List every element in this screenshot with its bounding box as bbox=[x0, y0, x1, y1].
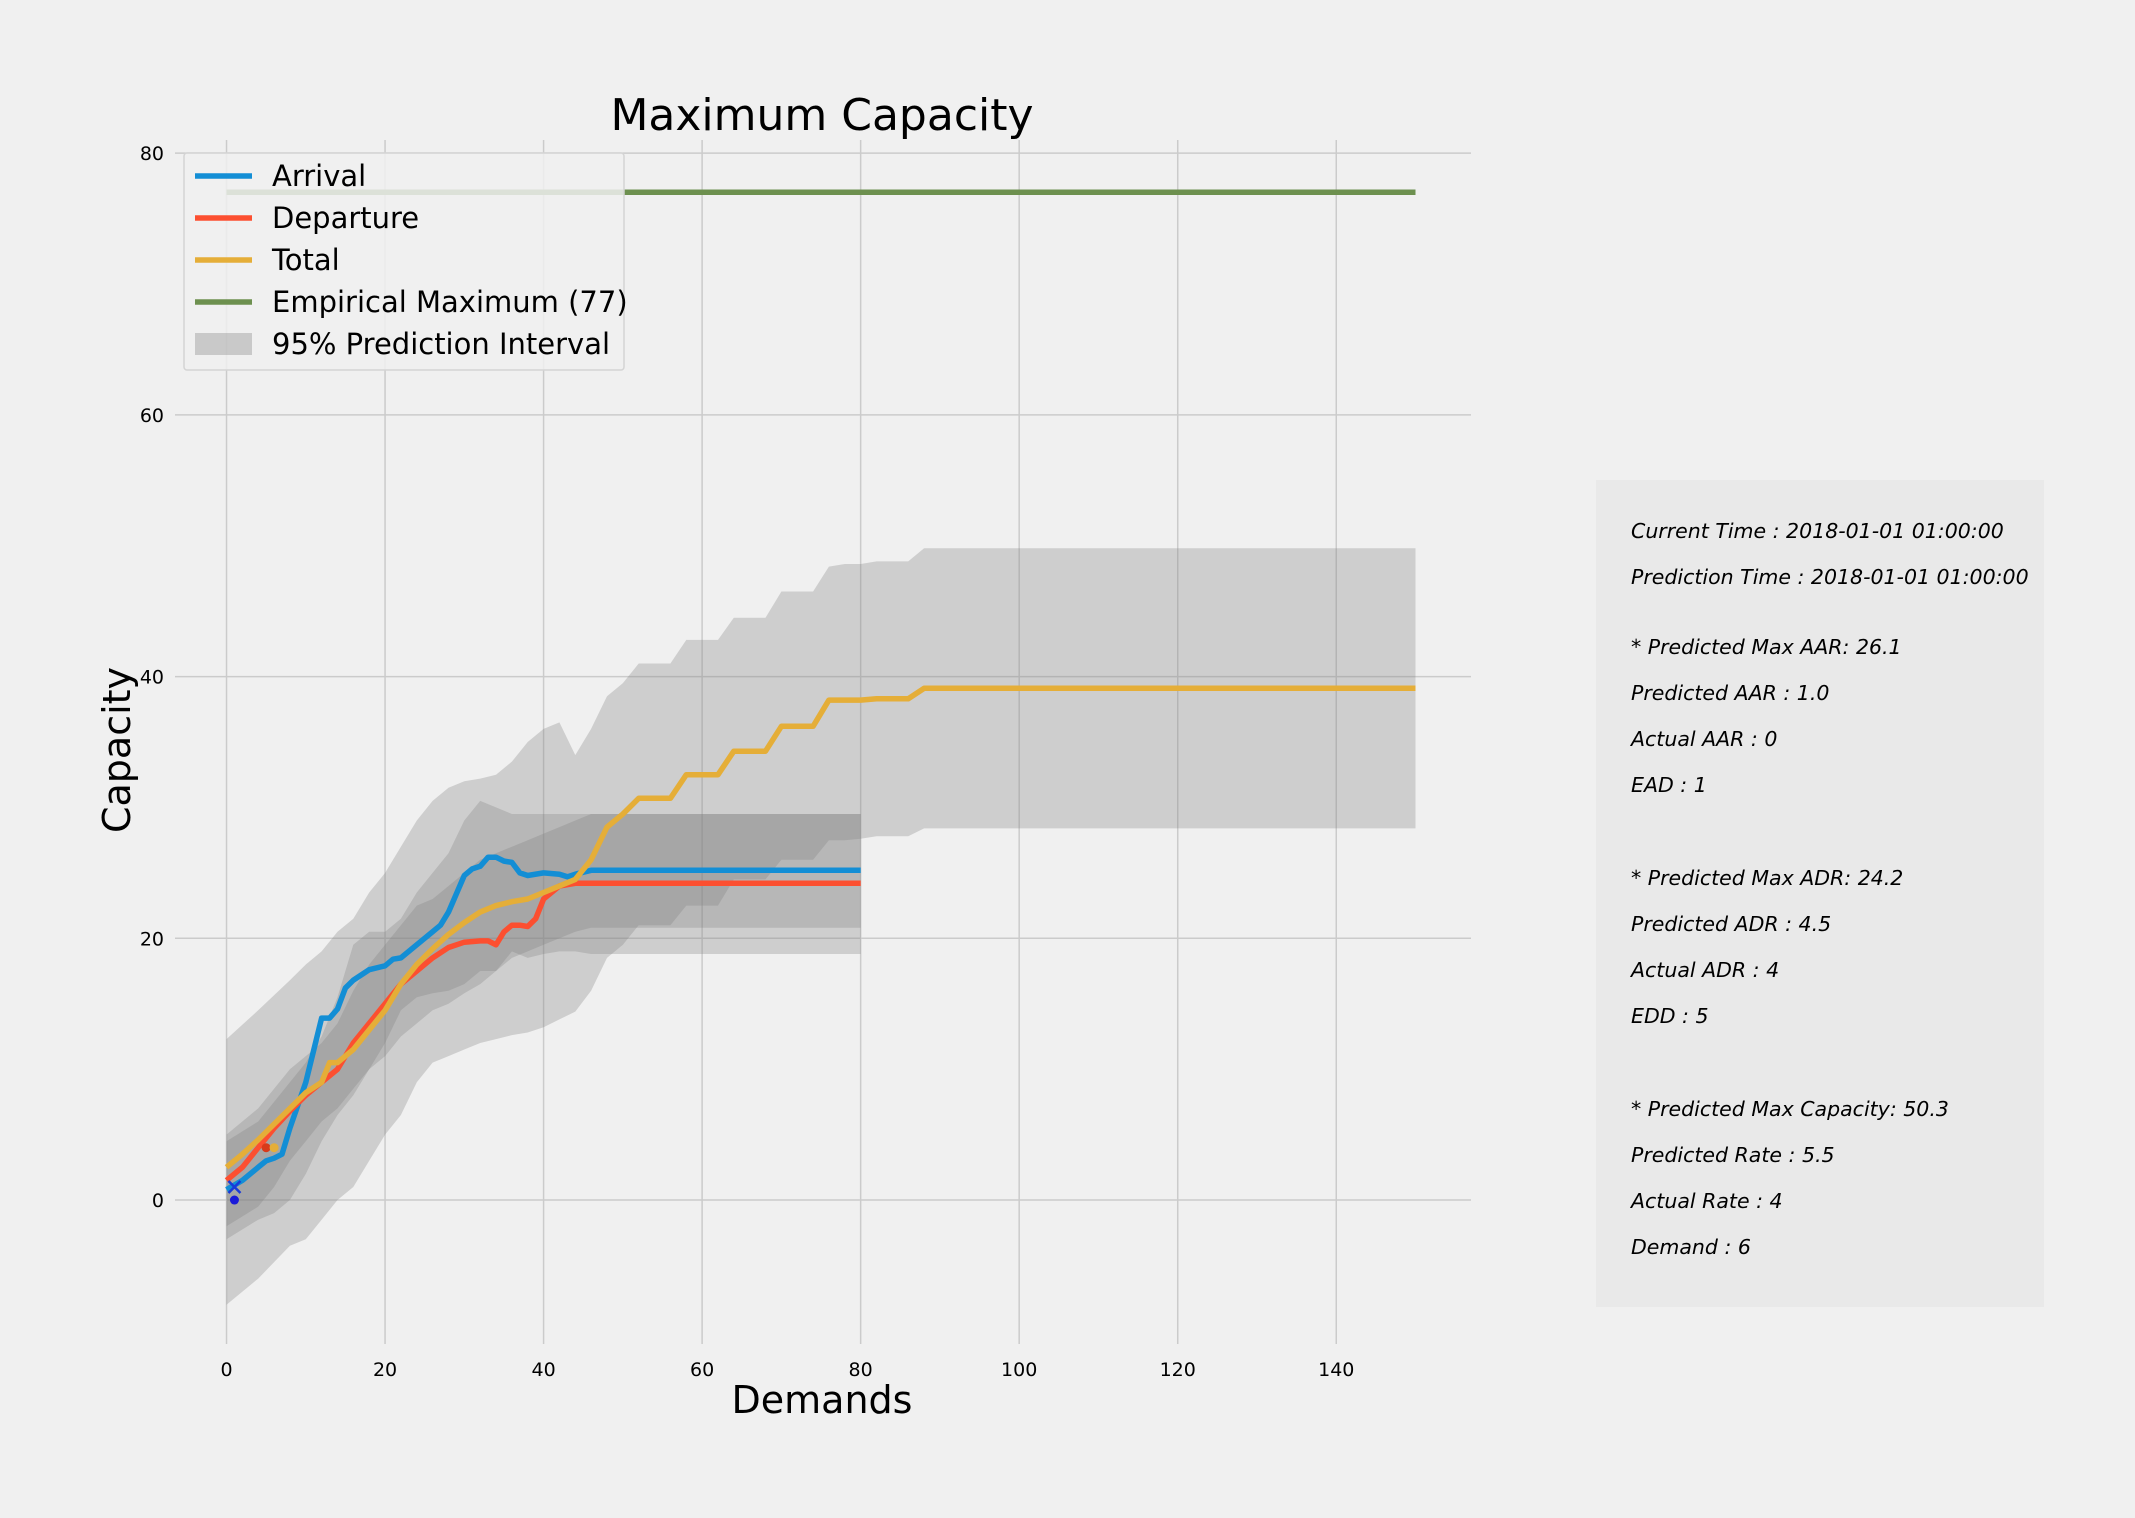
legend-label-arrival: Arrival bbox=[272, 159, 366, 193]
demand-text: Demand : 6 bbox=[1631, 1235, 1751, 1259]
legend-label-95-prediction-interval: 95% Prediction Interval bbox=[272, 327, 610, 361]
x-tick-label: 0 bbox=[220, 1359, 232, 1381]
y-tick-label: 60 bbox=[140, 405, 164, 427]
dot-marker bbox=[269, 1143, 279, 1153]
legend-box bbox=[183, 152, 625, 371]
edd-text: EDD : 5 bbox=[1631, 1004, 1709, 1028]
x-tick-label: 20 bbox=[373, 1359, 397, 1381]
ead-text: EAD : 1 bbox=[1631, 773, 1707, 797]
prediction-time-text: Prediction Time : 2018-01-01 01:00:00 bbox=[1631, 565, 2029, 589]
x-tick-label: 80 bbox=[849, 1359, 873, 1381]
chart-title: Maximum Capacity bbox=[610, 90, 1033, 141]
predicted-max-adr-text: * Predicted Max ADR: 24.2 bbox=[1631, 866, 1904, 890]
series-line-total bbox=[224, 685, 1416, 1170]
prediction-band-1 bbox=[226, 548, 1416, 1305]
predicted-aar-text: Predicted AAR : 1.0 bbox=[1631, 681, 1830, 705]
dot-marker bbox=[261, 1143, 271, 1153]
current-markers bbox=[227, 1143, 279, 1205]
actual-aar-text: Actual AAR : 0 bbox=[1631, 727, 1778, 751]
tick-labels: 0 20 40 60 80 100 120 140 0 20 40 60 80 bbox=[140, 143, 1355, 1381]
x-tick-label: 100 bbox=[1001, 1359, 1037, 1381]
x-tick-label: 40 bbox=[531, 1359, 555, 1381]
predicted-rate-text: Predicted Rate : 5.5 bbox=[1631, 1143, 1835, 1167]
x-tick-label: 140 bbox=[1318, 1359, 1354, 1381]
y-tick-label: 80 bbox=[140, 143, 164, 165]
actual-adr-text: Actual ADR : 4 bbox=[1631, 958, 1780, 982]
predicted-adr-text: Predicted ADR : 4.5 bbox=[1631, 912, 1832, 936]
x-axis-label: Demands bbox=[732, 1378, 913, 1422]
predicted-max-aar-text: * Predicted Max AAR: 26.1 bbox=[1631, 635, 1902, 659]
legend-label-empirical-maximum-77: Empirical Maximum (77) bbox=[272, 285, 628, 319]
x-tick-label: 60 bbox=[690, 1359, 714, 1381]
x-marker bbox=[227, 1180, 242, 1194]
series-line-arrival bbox=[225, 854, 861, 1192]
prediction-info-panel: Current Time : 2018-01-01 01:00:00 Predi… bbox=[1596, 480, 2044, 1307]
chart-legend: Arrival Departure Total Empirical Maximum (… bbox=[183, 152, 628, 371]
y-axis-label: Capacity bbox=[95, 667, 139, 833]
legend-swatch-95-prediction-interval bbox=[195, 333, 252, 355]
prediction-band-3 bbox=[226, 814, 861, 1227]
y-tick-label: 40 bbox=[140, 667, 164, 689]
y-tick-label: 0 bbox=[152, 1190, 164, 1212]
current-time-text: Current Time : 2018-01-01 01:00:00 bbox=[1631, 519, 2004, 543]
prediction-bands bbox=[226, 548, 1416, 1305]
x-tick-label: 120 bbox=[1160, 1359, 1196, 1381]
legend-label-departure: Departure bbox=[272, 201, 419, 235]
series-lines bbox=[224, 189, 1416, 1192]
actual-rate-text: Actual Rate : 4 bbox=[1631, 1189, 1783, 1213]
prediction-band-2 bbox=[226, 800, 861, 1240]
y-tick-label: 20 bbox=[140, 928, 164, 950]
predicted-max-capacity-text: * Predicted Max Capacity: 50.3 bbox=[1631, 1097, 1949, 1121]
legend-label-total: Total bbox=[271, 243, 340, 277]
dot-marker bbox=[229, 1195, 239, 1205]
